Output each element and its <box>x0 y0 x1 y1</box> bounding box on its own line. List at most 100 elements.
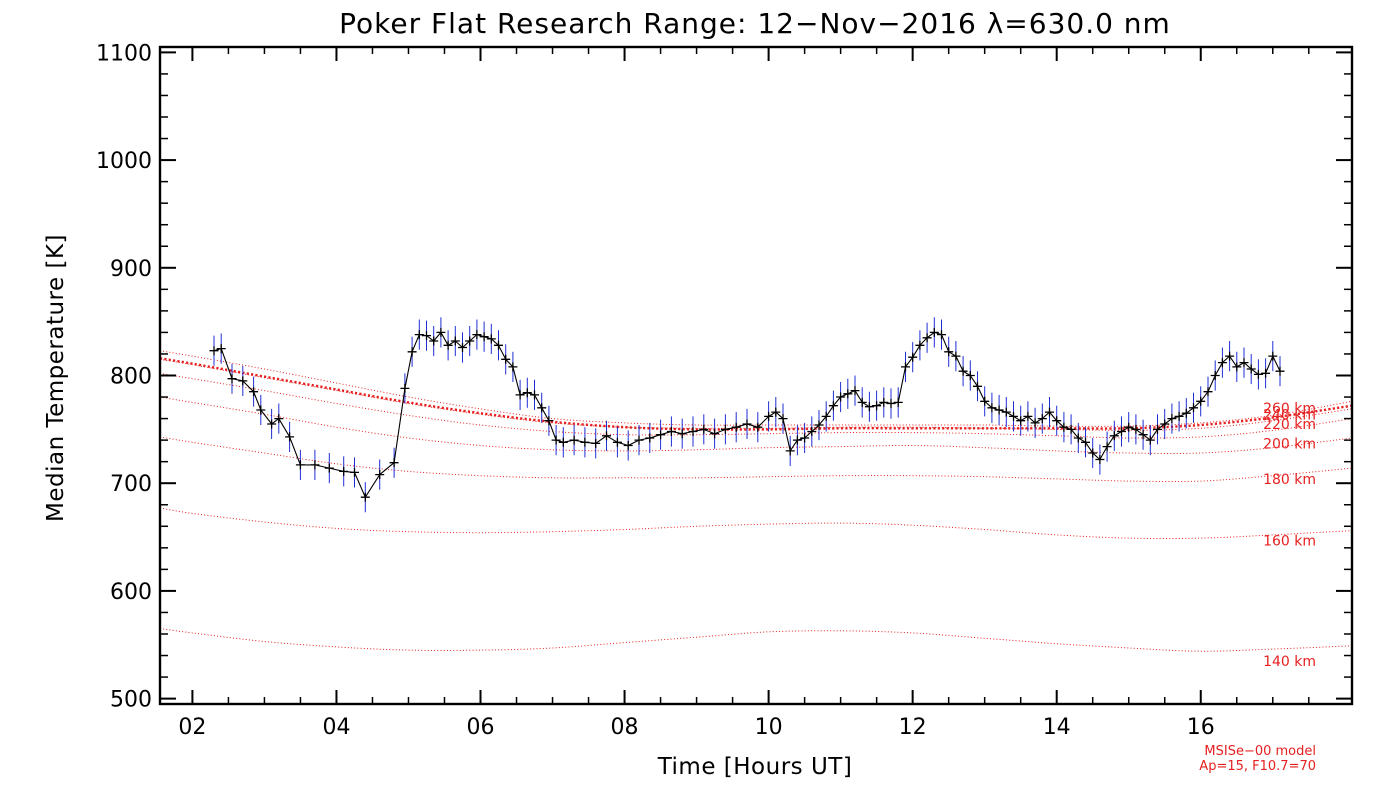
data-point <box>753 422 763 432</box>
data-point <box>591 438 601 448</box>
data-point <box>778 414 788 424</box>
data-point <box>1052 416 1062 426</box>
data-point <box>1268 351 1278 361</box>
data-point <box>285 432 295 442</box>
data-point <box>238 376 248 386</box>
data-point <box>666 427 676 436</box>
data-point <box>580 437 590 447</box>
data-point <box>807 427 817 436</box>
y-tick-label: 900 <box>110 257 152 282</box>
data-point <box>216 344 226 354</box>
data-point <box>1138 430 1148 440</box>
data-point <box>324 463 334 473</box>
data-point <box>1153 424 1162 434</box>
data-point <box>256 405 266 415</box>
chart-title: Poker Flat Research Range: 12−Nov−2016 λ… <box>339 7 1171 40</box>
model-note-line-1: MSISe−00 model <box>1204 744 1316 759</box>
data-point <box>699 424 709 434</box>
data-point <box>472 330 482 340</box>
data-point <box>965 371 975 380</box>
data-point <box>501 354 511 364</box>
data-point <box>1239 358 1249 368</box>
data-point <box>227 374 237 384</box>
axes: 02 04 06 08 10 12 14 16 500 600 700 800 900 1000 1100 <box>96 41 1354 740</box>
data-point <box>1253 369 1263 379</box>
y-tick-label: 1100 <box>96 41 152 66</box>
data-point <box>1102 442 1112 452</box>
data-point <box>274 414 284 424</box>
model-label: 220 km <box>1263 417 1316 433</box>
x-tick-label: 10 <box>755 715 783 740</box>
data-point <box>929 327 939 337</box>
data-point <box>1232 362 1242 372</box>
data-point <box>720 424 730 434</box>
data-point <box>1073 433 1083 443</box>
data-point <box>908 352 918 362</box>
y-tick-label: 600 <box>110 580 152 605</box>
x-tick-label: 16 <box>1187 715 1215 740</box>
y-tick-label: 500 <box>110 688 152 713</box>
y-tick-label: 700 <box>110 472 152 497</box>
x-tick-label: 02 <box>178 715 206 740</box>
model-note-line-2: Ap=15, F10.7=70 <box>1199 759 1316 774</box>
data-point <box>295 460 305 470</box>
data-point <box>1016 416 1026 426</box>
data-point <box>944 347 954 357</box>
data-point <box>1145 435 1155 445</box>
plot-frame <box>158 45 1354 706</box>
measured-line <box>213 331 1281 499</box>
data-point <box>951 351 961 361</box>
data-point <box>429 336 439 346</box>
data-point <box>1109 431 1119 441</box>
data-point <box>1088 448 1098 458</box>
data-point <box>1124 422 1134 432</box>
data-point <box>800 433 810 443</box>
data-point <box>494 340 503 350</box>
data-point <box>1181 408 1191 418</box>
data-point <box>350 467 359 477</box>
y-tick-label: 800 <box>110 365 152 390</box>
data-point <box>915 340 925 350</box>
data-point <box>688 427 698 436</box>
data-point <box>731 422 741 432</box>
data-point <box>1095 455 1105 464</box>
model-curve-240km <box>159 358 1353 431</box>
data-point <box>742 419 752 429</box>
model-label: 140 km <box>1263 654 1316 670</box>
data-point <box>677 429 687 439</box>
data-point <box>414 330 424 340</box>
data-point <box>836 392 846 402</box>
model-label: 160 km <box>1263 533 1316 549</box>
data-point <box>612 437 622 447</box>
y-tick-label: 1000 <box>96 149 152 174</box>
data-point <box>1174 411 1184 421</box>
data-point <box>360 492 370 502</box>
data-point <box>530 390 539 400</box>
model-label: 240 km <box>1263 407 1316 423</box>
data-point <box>634 435 644 445</box>
data-point <box>389 458 399 468</box>
data-point <box>1203 387 1213 397</box>
data-point <box>1081 437 1090 447</box>
data-point <box>1037 414 1047 424</box>
model-curves <box>159 350 1353 652</box>
x-axis-label: Time [Hours UT] <box>657 754 853 780</box>
data-point <box>994 405 1004 415</box>
data-point <box>537 403 547 413</box>
data-point <box>1246 364 1256 374</box>
data-point <box>792 435 802 445</box>
data-point <box>987 403 997 413</box>
data-point <box>522 388 532 398</box>
data-point <box>1167 414 1177 424</box>
data-point <box>879 397 889 407</box>
data-point <box>310 460 320 470</box>
data-point <box>443 340 453 350</box>
model-curve-140km <box>159 628 1353 652</box>
data-point <box>973 381 982 391</box>
x-tick-label: 08 <box>611 715 639 740</box>
data-point <box>508 362 518 372</box>
model-label: 180 km <box>1263 472 1316 488</box>
data-point <box>922 333 932 343</box>
data-point <box>551 435 561 445</box>
data-point <box>400 383 410 393</box>
